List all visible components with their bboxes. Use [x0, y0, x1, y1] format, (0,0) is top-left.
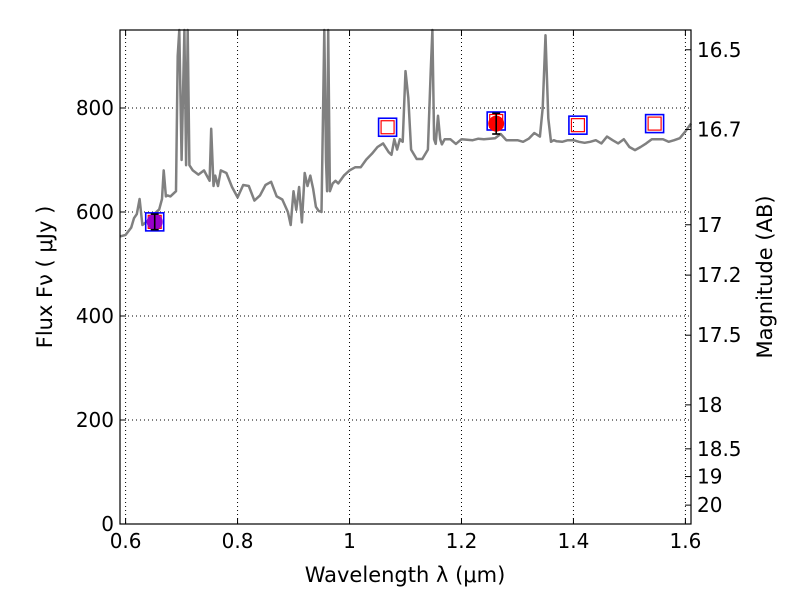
y-tick-label-1: 200	[76, 408, 114, 432]
model-box-outer-4	[644, 113, 665, 134]
y-tick-label-2: 400	[76, 304, 114, 328]
mag-tick-label-8: 20	[697, 493, 722, 517]
magnitude-axis-label: Magnitude (AB)	[753, 195, 777, 358]
plot-background	[120, 30, 691, 524]
model-box-inner-1	[380, 120, 395, 135]
x-axis-label: Wavelength λ (μm)	[305, 563, 506, 587]
mag-tick-label-3: 17.2	[697, 263, 742, 287]
photometry-points	[144, 111, 665, 232]
mag-tick-label-6: 18.5	[697, 437, 742, 461]
y-tick-label-4: 800	[76, 96, 114, 120]
x-tick-label-5: 1.6	[669, 529, 701, 553]
mag-tick-label-1: 16.7	[697, 118, 742, 142]
y-tick-label-0: 0	[101, 512, 114, 536]
model-box-outer-1	[377, 117, 398, 138]
x-tick-label-2: 1	[343, 529, 356, 553]
mag-tick-label-4: 17.5	[697, 323, 742, 347]
model-box-inner-4	[647, 116, 662, 131]
model-spectrum-line	[119, 28, 693, 238]
x-tick-label-1: 0.8	[222, 529, 254, 553]
mag-tick-label-5: 18	[697, 393, 722, 417]
x-tick-label-0: 0.6	[110, 529, 142, 553]
y-axis-ticks: 0 200 400 600 800	[76, 96, 126, 536]
x-axis-ticks: 0.6 0.8 1 1.2 1.4 1.6	[110, 30, 701, 553]
y-tick-label-3: 600	[76, 200, 114, 224]
mag-tick-label-0: 16.5	[697, 38, 742, 62]
mag-tick-label-2: 17	[697, 213, 722, 237]
mag-tick-label-7: 19	[697, 465, 722, 489]
model-box-outer-0	[144, 212, 165, 232]
model-box-inner-3	[570, 118, 586, 133]
magnitude-axis-ticks: 16.5 16.7 17 17.2 17.5 18 18.5 19 20	[685, 38, 742, 517]
plot-frame	[119, 29, 692, 525]
model-box-outer-3	[568, 115, 588, 135]
x-tick-label-3: 1.2	[446, 529, 478, 553]
y-axis-label: Flux Fν ( μJy )	[33, 206, 57, 349]
x-tick-label-4: 1.4	[558, 529, 590, 553]
